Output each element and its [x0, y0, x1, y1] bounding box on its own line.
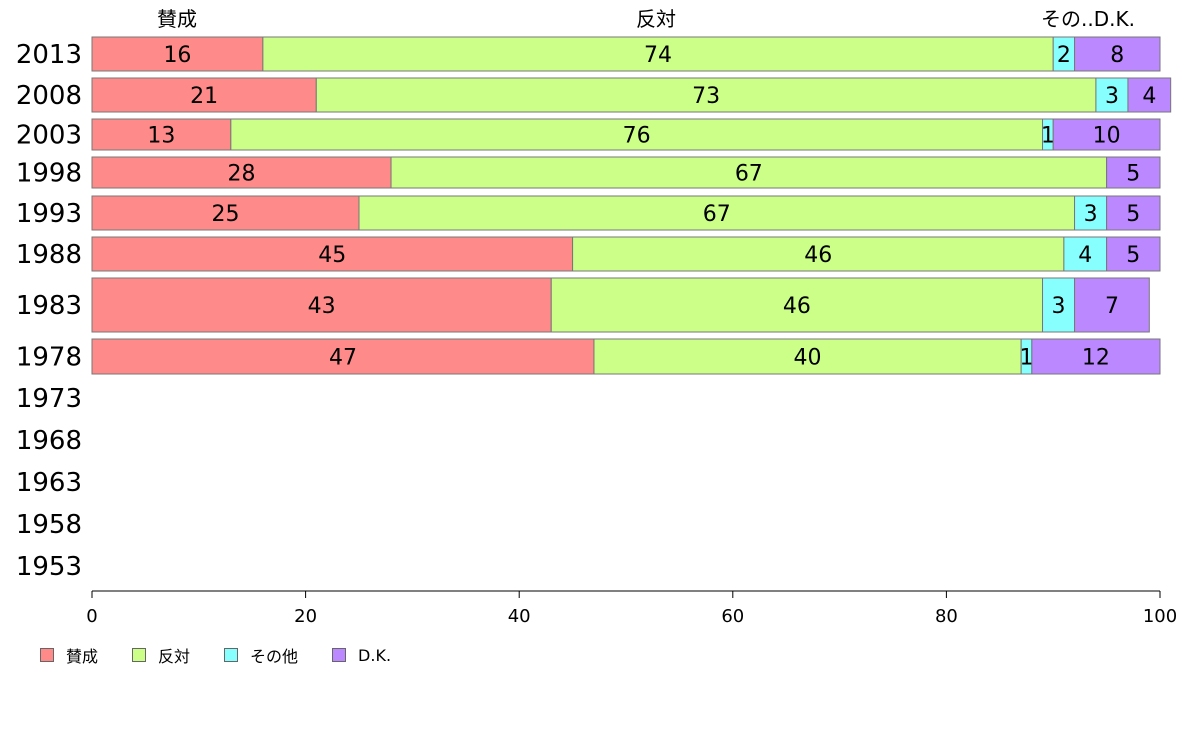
bar-segment — [1074, 195, 1108, 231]
bar-value-label: 46 — [783, 294, 811, 319]
year-label: 2008 — [16, 81, 82, 111]
legend-item-dk: D.K. — [332, 646, 391, 665]
bar-value-label: 43 — [308, 294, 336, 319]
top-label: 反対 — [636, 7, 676, 31]
year-label: 1988 — [16, 240, 82, 270]
bar-value-label: 4 — [1078, 243, 1092, 268]
bar-value-label: 1 — [1020, 346, 1034, 371]
bar-segment — [1106, 195, 1161, 231]
bar-value-label: 28 — [228, 162, 256, 187]
year-label: 1983 — [16, 291, 82, 321]
legend-label-dk: D.K. — [358, 645, 392, 665]
bar-value-label: 45 — [318, 243, 346, 268]
legend-label-sansei: 賛成 — [66, 647, 99, 666]
year-label: 1968 — [16, 426, 82, 456]
bar-value-label: 5 — [1126, 162, 1140, 187]
year-label: 1973 — [16, 384, 82, 414]
x-tick-label: 0 — [86, 606, 97, 627]
legend-swatch-hantai — [132, 648, 147, 662]
year-label: 1978 — [16, 343, 82, 373]
bar-segment — [1095, 77, 1129, 113]
top-label: 賛成 — [157, 7, 197, 31]
bar-segment — [230, 118, 1044, 151]
year-label: 1993 — [16, 199, 82, 229]
legend-label-hantai: 反対 — [158, 647, 191, 666]
x-tick-label: 20 — [294, 606, 317, 627]
bar-segment — [91, 338, 595, 375]
bar-segment — [91, 195, 360, 231]
bar-segment — [1106, 156, 1161, 189]
bar-segment — [358, 195, 1076, 231]
bar-segment — [572, 236, 1065, 272]
legend: 賛成 反対 その他 D.K. — [40, 643, 425, 667]
bar-value-label: 2 — [1057, 43, 1071, 68]
bar-segment — [1063, 236, 1108, 272]
legend-swatch-sansei — [40, 648, 54, 662]
bar-value-label: 8 — [1110, 43, 1124, 68]
bar-value-label: 1 — [1041, 124, 1055, 149]
bar-value-label: 46 — [804, 243, 832, 268]
legend-swatch-dk — [332, 648, 347, 662]
bar-value-label: 5 — [1126, 202, 1140, 227]
bar-segment — [1052, 118, 1161, 151]
bar-segment — [91, 118, 232, 151]
bar-value-label: 3 — [1084, 202, 1098, 227]
bar-segment — [91, 36, 264, 72]
bar-segment — [1127, 77, 1172, 113]
bar-value-label: 12 — [1082, 346, 1110, 371]
x-tick-label: 80 — [935, 606, 958, 627]
bar-segment — [390, 156, 1108, 189]
bar-value-label: 40 — [794, 346, 822, 371]
bar-value-label: 76 — [623, 124, 651, 149]
bar-segment — [1074, 36, 1161, 72]
bar-segment — [1106, 236, 1161, 272]
bar-value-label: 13 — [147, 124, 175, 149]
bar-segment — [91, 156, 392, 189]
bar-value-label: 67 — [735, 162, 763, 187]
bar-segment — [550, 277, 1044, 333]
year-label: 1963 — [16, 468, 82, 498]
bar-value-label: 7 — [1105, 294, 1119, 319]
year-label: 1953 — [16, 552, 82, 582]
bar-value-label: 3 — [1052, 294, 1066, 319]
bar-segment — [315, 77, 1097, 113]
legend-item-sansei: 賛成 — [40, 643, 98, 667]
year-label: 2003 — [16, 121, 82, 151]
year-label: 1958 — [16, 510, 82, 540]
bar-value-label: 47 — [329, 346, 357, 371]
x-tick-label: 100 — [1143, 606, 1177, 627]
legend-item-hantai: 反対 — [132, 643, 190, 667]
bar-value-label: 16 — [163, 43, 191, 68]
bar-value-label: 21 — [190, 84, 218, 109]
bar-segment — [91, 77, 317, 113]
bar-value-label: 3 — [1105, 84, 1119, 109]
bar-value-label: 10 — [1093, 124, 1121, 149]
bar-segment — [1031, 338, 1161, 375]
legend-label-sonota: その他 — [250, 647, 299, 666]
x-tick-label: 60 — [721, 606, 744, 627]
legend-item-sonota: その他 — [224, 643, 298, 667]
bar-value-label: 5 — [1126, 243, 1140, 268]
bar-segment — [262, 36, 1054, 72]
year-label: 2013 — [16, 40, 82, 70]
bar-segment — [1074, 277, 1150, 333]
top-label: その..D.K. — [1041, 7, 1135, 31]
bar-value-label: 67 — [703, 202, 731, 227]
bar-segment — [91, 277, 552, 333]
legend-swatch-sonota — [224, 648, 239, 662]
x-tick-label: 40 — [508, 606, 531, 627]
bar-value-label: 73 — [692, 84, 720, 109]
bar-value-label: 25 — [212, 202, 240, 227]
bar-value-label: 74 — [644, 43, 672, 68]
year-label: 1998 — [16, 159, 82, 189]
bar-value-label: 4 — [1142, 84, 1156, 109]
